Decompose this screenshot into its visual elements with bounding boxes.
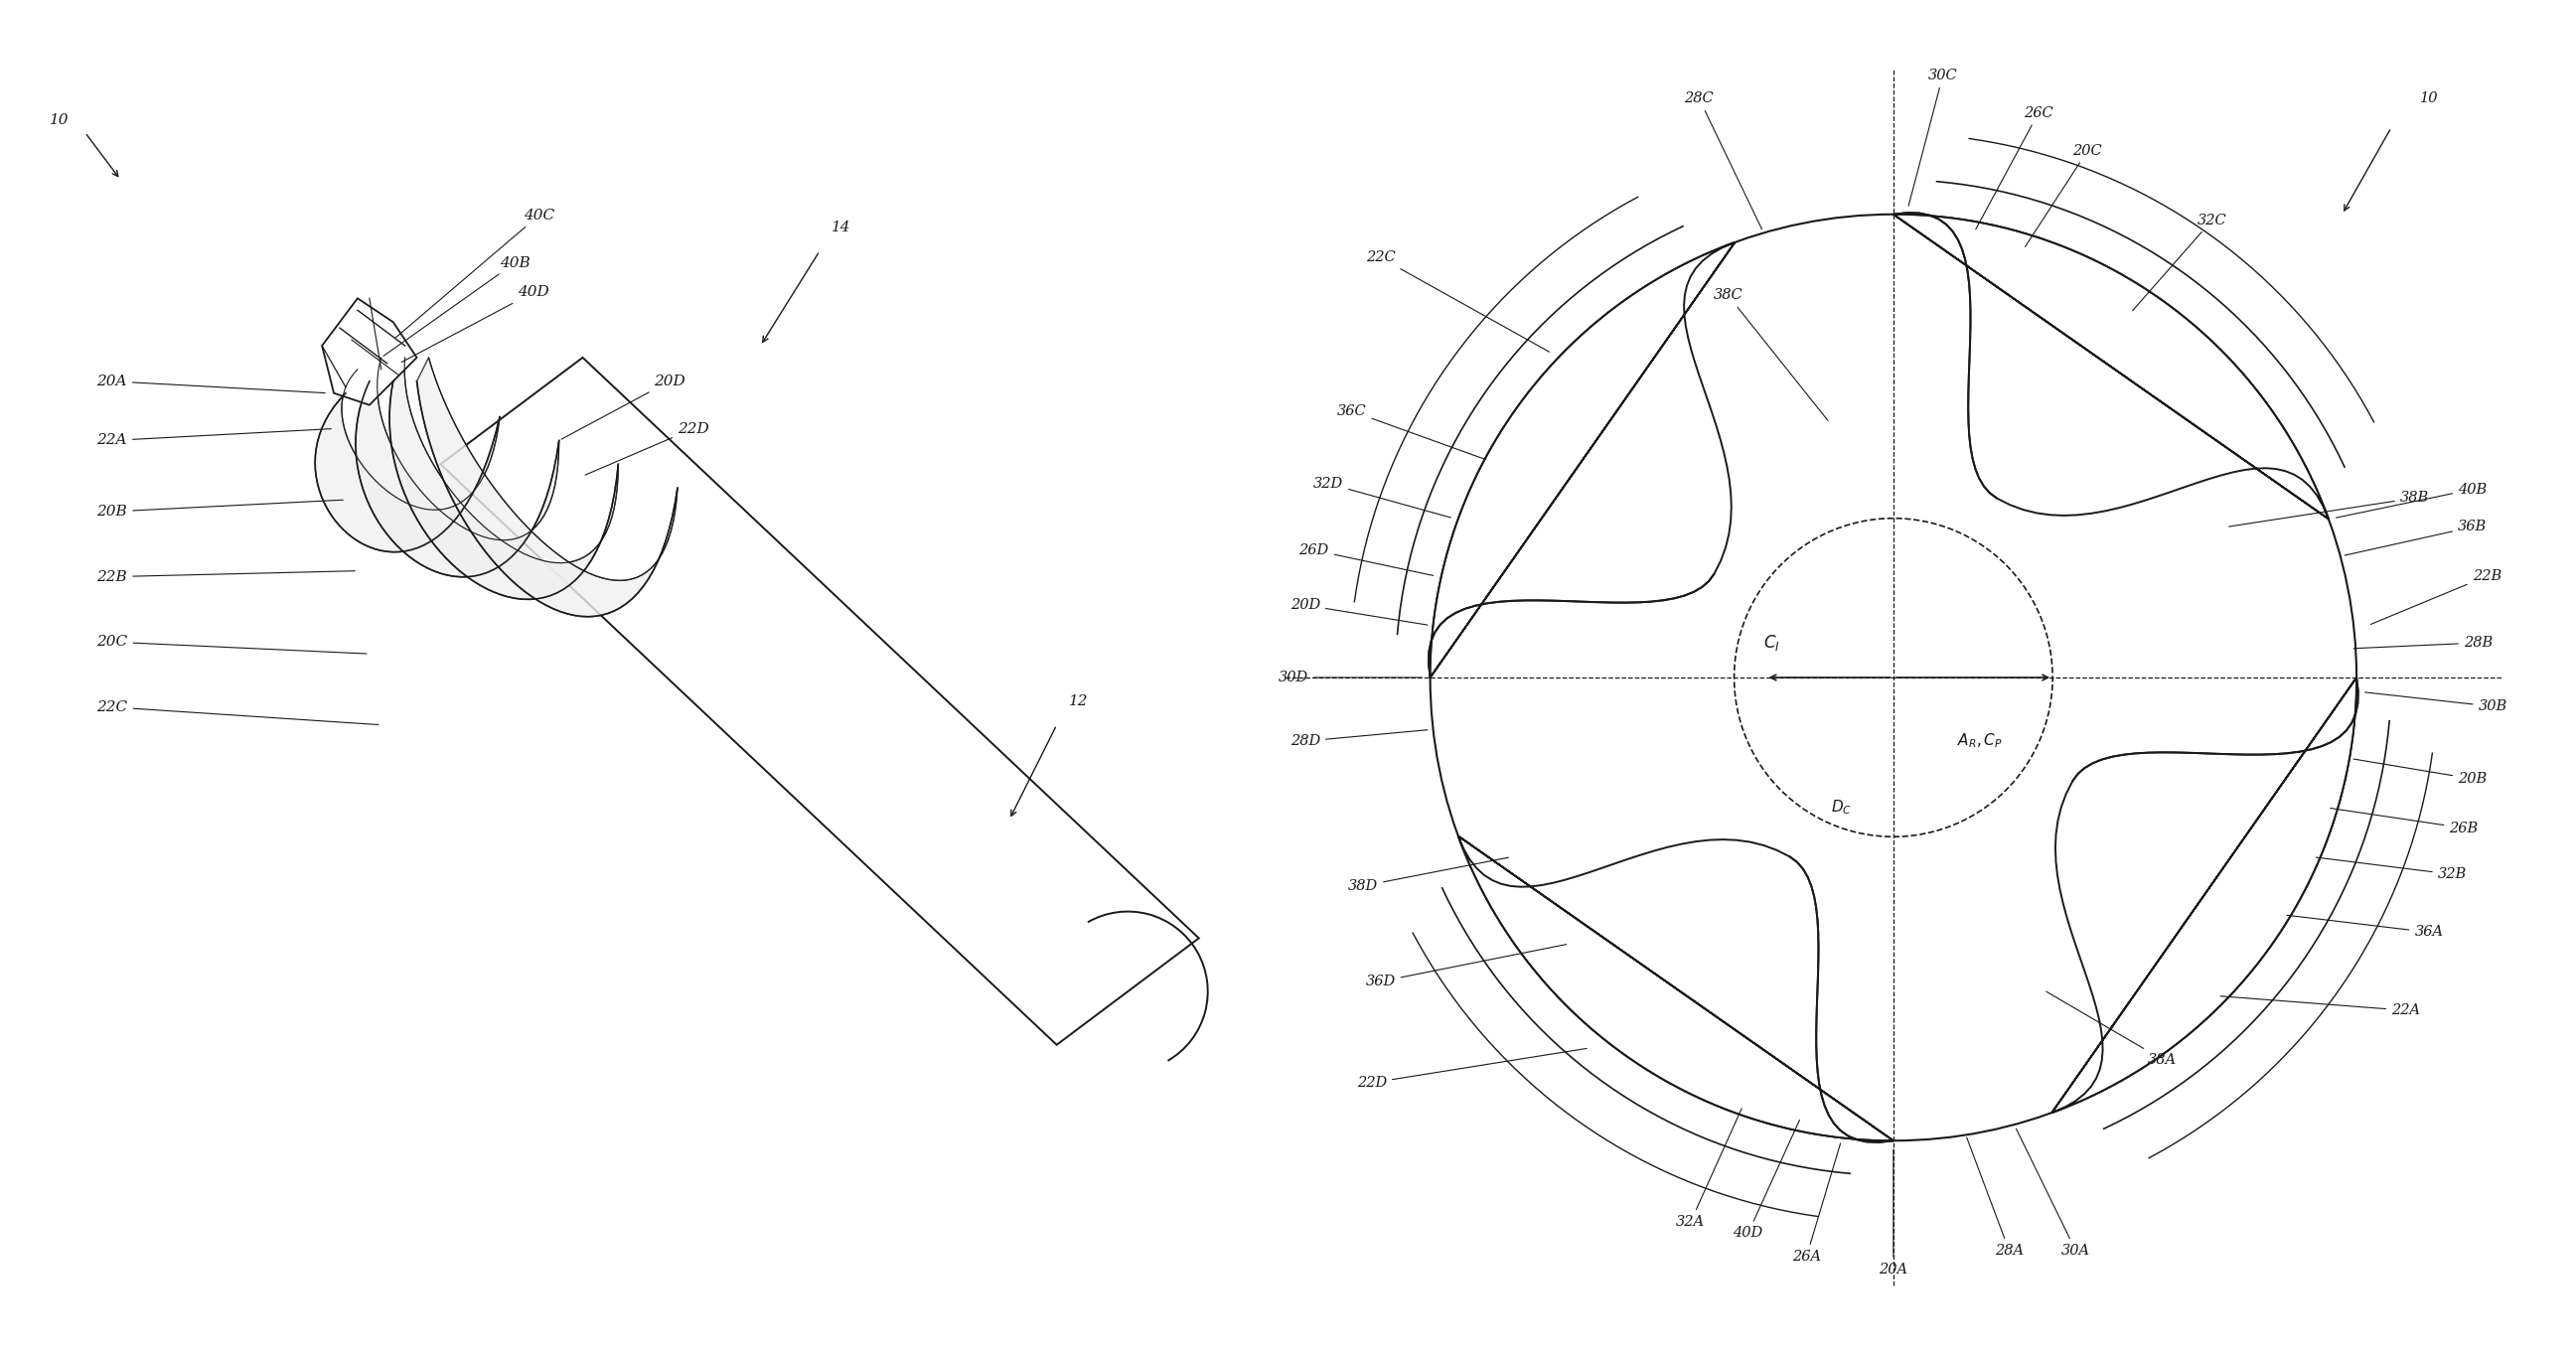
Text: 26A: 26A	[1793, 1144, 1839, 1263]
Text: 30B: 30B	[2365, 692, 2506, 713]
Text: 30C: 30C	[1909, 69, 1958, 206]
Text: 32A: 32A	[1677, 1108, 1741, 1229]
Text: 22C: 22C	[98, 701, 379, 725]
Text: 28C: 28C	[1685, 92, 1762, 229]
Text: 38A: 38A	[2045, 992, 2177, 1066]
Text: 10: 10	[49, 114, 70, 127]
Text: 36A: 36A	[2287, 915, 2445, 939]
Polygon shape	[1430, 243, 1736, 678]
Text: 36C: 36C	[1337, 404, 1486, 459]
Text: 20D: 20D	[562, 374, 685, 439]
Text: 20C: 20C	[2025, 144, 2102, 247]
Text: 32C: 32C	[2133, 213, 2226, 310]
Polygon shape	[314, 370, 500, 551]
Polygon shape	[1893, 213, 2329, 519]
Polygon shape	[2050, 678, 2357, 1112]
Text: $D_C$: $D_C$	[1832, 798, 1852, 817]
Text: 20A: 20A	[1878, 1149, 1909, 1276]
Text: 10: 10	[2421, 92, 2439, 106]
Text: $C_I$: $C_I$	[1765, 633, 1780, 653]
Polygon shape	[389, 358, 618, 599]
Text: 38D: 38D	[1347, 858, 1510, 893]
Text: 20C: 20C	[98, 635, 366, 653]
Text: 20B: 20B	[98, 500, 343, 519]
Text: 40D: 40D	[1734, 1121, 1801, 1240]
Text: 22B: 22B	[98, 570, 355, 584]
Text: 26D: 26D	[1298, 543, 1432, 576]
Text: 38B: 38B	[2228, 491, 2429, 527]
Text: 30A: 30A	[2017, 1129, 2089, 1257]
Text: 14: 14	[832, 221, 850, 234]
Text: 40C: 40C	[394, 209, 554, 337]
Text: 36D: 36D	[1365, 944, 1566, 988]
Text: 20A: 20A	[98, 374, 325, 393]
Text: 40D: 40D	[402, 286, 549, 362]
Text: 12: 12	[1069, 694, 1087, 709]
Text: 38C: 38C	[1713, 289, 1829, 420]
Text: 20D: 20D	[1291, 598, 1427, 625]
Polygon shape	[417, 358, 677, 617]
Polygon shape	[1458, 836, 1893, 1142]
Text: 40B: 40B	[2336, 482, 2486, 518]
Text: 30D: 30D	[1278, 671, 1422, 684]
Text: 32D: 32D	[1314, 477, 1450, 518]
Polygon shape	[440, 358, 1198, 1045]
Text: 26B: 26B	[2331, 808, 2478, 835]
Text: 22D: 22D	[585, 421, 708, 476]
Text: 28D: 28D	[1291, 730, 1427, 748]
Text: 20B: 20B	[2354, 759, 2486, 786]
Text: 26C: 26C	[1976, 106, 2053, 229]
Text: 22A: 22A	[2221, 996, 2421, 1018]
Polygon shape	[355, 358, 559, 577]
Text: 22A: 22A	[98, 428, 332, 447]
Text: 22D: 22D	[1358, 1049, 1587, 1089]
Text: 28B: 28B	[2354, 635, 2494, 649]
Text: $A_R, C_P$: $A_R, C_P$	[1958, 732, 2002, 751]
Text: 36B: 36B	[2344, 520, 2486, 556]
Text: 32B: 32B	[2316, 858, 2468, 881]
Text: 22B: 22B	[2370, 569, 2501, 625]
Text: 22C: 22C	[1365, 251, 1548, 352]
Polygon shape	[322, 298, 417, 405]
Text: 40B: 40B	[384, 256, 531, 356]
Text: 28A: 28A	[1965, 1137, 2025, 1257]
